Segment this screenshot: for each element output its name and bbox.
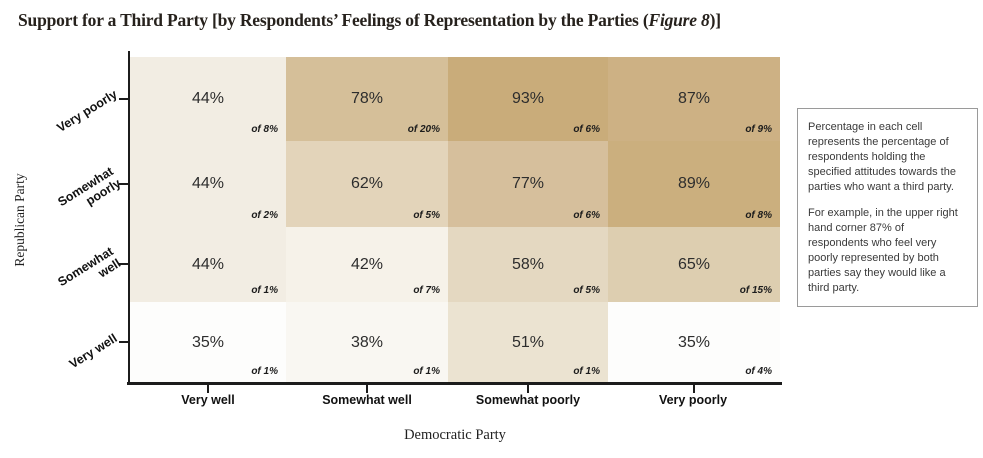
heatmap-cell-r2c0: 44% of 1% bbox=[130, 227, 286, 302]
cell-percentage: 87% bbox=[677, 90, 711, 107]
cell-subgroup-share: of 9% bbox=[745, 124, 772, 135]
cell-percentage: 62% bbox=[350, 175, 384, 192]
cell-subgroup-share: of 1% bbox=[251, 285, 278, 296]
cell-subgroup-share: of 8% bbox=[251, 124, 278, 135]
heatmap-cell-r1c1: 62% of 5% bbox=[286, 141, 448, 227]
heatmap-cell-r2c1: 42% of 7% bbox=[286, 227, 448, 302]
x-axis-tick bbox=[366, 385, 368, 393]
cell-subgroup-share: of 6% bbox=[573, 210, 600, 221]
chart-title-text: Support for a Third Party [by Respondent… bbox=[18, 10, 649, 30]
chart-title-figure-ref: Figure 8 bbox=[648, 10, 710, 30]
cell-percentage: 44% bbox=[191, 90, 225, 107]
x-axis-line bbox=[127, 382, 782, 385]
heatmap-cell-r0c3: 87% of 9% bbox=[608, 57, 780, 141]
heatmap-cell-r0c0: 44% of 8% bbox=[130, 57, 286, 141]
cell-percentage: 77% bbox=[511, 175, 545, 192]
x-tick-label-very-well: Very well bbox=[181, 393, 235, 407]
cell-subgroup-share: of 8% bbox=[745, 210, 772, 221]
chart-title: Support for a Third Party [by Respondent… bbox=[18, 10, 721, 31]
x-axis-title: Democratic Party bbox=[404, 427, 506, 443]
x-tick-label-somewhat-poorly: Somewhat poorly bbox=[475, 393, 581, 407]
cell-subgroup-share: of 15% bbox=[739, 285, 772, 296]
cell-percentage: 58% bbox=[511, 255, 545, 273]
cell-subgroup-share: of 1% bbox=[251, 366, 278, 377]
heatmap-cell-r1c3: 89% of 8% bbox=[608, 141, 780, 227]
annotation-box: Percentage in each cell represents the p… bbox=[797, 108, 978, 308]
cell-percentage: 38% bbox=[350, 333, 384, 351]
cell-percentage: 44% bbox=[191, 255, 225, 273]
cell-percentage: 78% bbox=[350, 90, 384, 107]
y-axis-title: Republican Party bbox=[12, 173, 27, 267]
heatmap-cell-r0c1: 78% of 20% bbox=[286, 57, 448, 141]
y-axis-tick bbox=[119, 341, 128, 343]
y-axis-tick bbox=[119, 98, 128, 100]
cell-percentage: 44% bbox=[191, 175, 225, 192]
x-axis-tick bbox=[693, 385, 695, 393]
cell-subgroup-share: of 4% bbox=[745, 366, 772, 377]
cell-subgroup-share: of 5% bbox=[573, 285, 600, 296]
heatmap-cell-r3c2: 51% of 1% bbox=[448, 302, 608, 383]
heatmap-cell-r1c2: 77% of 6% bbox=[448, 141, 608, 227]
y-tick-label-somewhat-well: Somewhat well bbox=[55, 244, 124, 290]
cell-subgroup-share: of 2% bbox=[251, 210, 278, 221]
cell-percentage: 42% bbox=[350, 255, 384, 273]
cell-percentage: 51% bbox=[511, 333, 545, 351]
heatmap-cell-r2c2: 58% of 5% bbox=[448, 227, 608, 302]
heatmap-grid: 44% of 8% 78% of 20% 93% of 6% 87% of 9%… bbox=[130, 57, 780, 383]
chart-title-suffix: )] bbox=[709, 10, 721, 30]
heatmap-cell-r3c3: 35% of 4% bbox=[608, 302, 780, 383]
y-tick-label-very-poorly: Very poorly bbox=[54, 87, 120, 136]
cell-percentage: 35% bbox=[677, 333, 711, 351]
heatmap-cell-r3c1: 38% of 1% bbox=[286, 302, 448, 383]
cell-subgroup-share: of 6% bbox=[573, 124, 600, 135]
y-axis-line bbox=[128, 51, 130, 384]
cell-percentage: 35% bbox=[191, 333, 225, 351]
cell-subgroup-share: of 5% bbox=[413, 210, 440, 221]
heatmap-cell-r1c0: 44% of 2% bbox=[130, 141, 286, 227]
x-tick-label-very-poorly: Very poorly bbox=[658, 393, 728, 407]
x-axis-tick bbox=[527, 385, 529, 393]
cell-percentage: 65% bbox=[677, 255, 711, 273]
cell-subgroup-share: of 1% bbox=[413, 366, 440, 377]
heatmap-cell-r3c0: 35% of 1% bbox=[130, 302, 286, 383]
y-axis-tick bbox=[119, 183, 128, 185]
y-axis-tick bbox=[119, 263, 128, 265]
y-tick-label-very-well: Very well bbox=[66, 331, 120, 372]
heatmap-cell-r0c2: 93% of 6% bbox=[448, 57, 608, 141]
x-axis-tick bbox=[207, 385, 209, 393]
x-tick-label-somewhat-well: Somewhat well bbox=[322, 393, 412, 407]
cell-percentage: 89% bbox=[677, 175, 711, 192]
y-tick-label-somewhat-poorly: Somewhat poorly bbox=[55, 164, 124, 210]
cell-subgroup-share: of 20% bbox=[407, 124, 440, 135]
annotation-paragraph-2: For example, in the upper right hand cor… bbox=[808, 206, 958, 294]
cell-subgroup-share: of 1% bbox=[573, 366, 600, 377]
cell-subgroup-share: of 7% bbox=[413, 285, 440, 296]
cell-percentage: 93% bbox=[511, 90, 545, 107]
heatmap-cell-r2c3: 65% of 15% bbox=[608, 227, 780, 302]
annotation-paragraph-1: Percentage in each cell represents the p… bbox=[808, 121, 956, 193]
